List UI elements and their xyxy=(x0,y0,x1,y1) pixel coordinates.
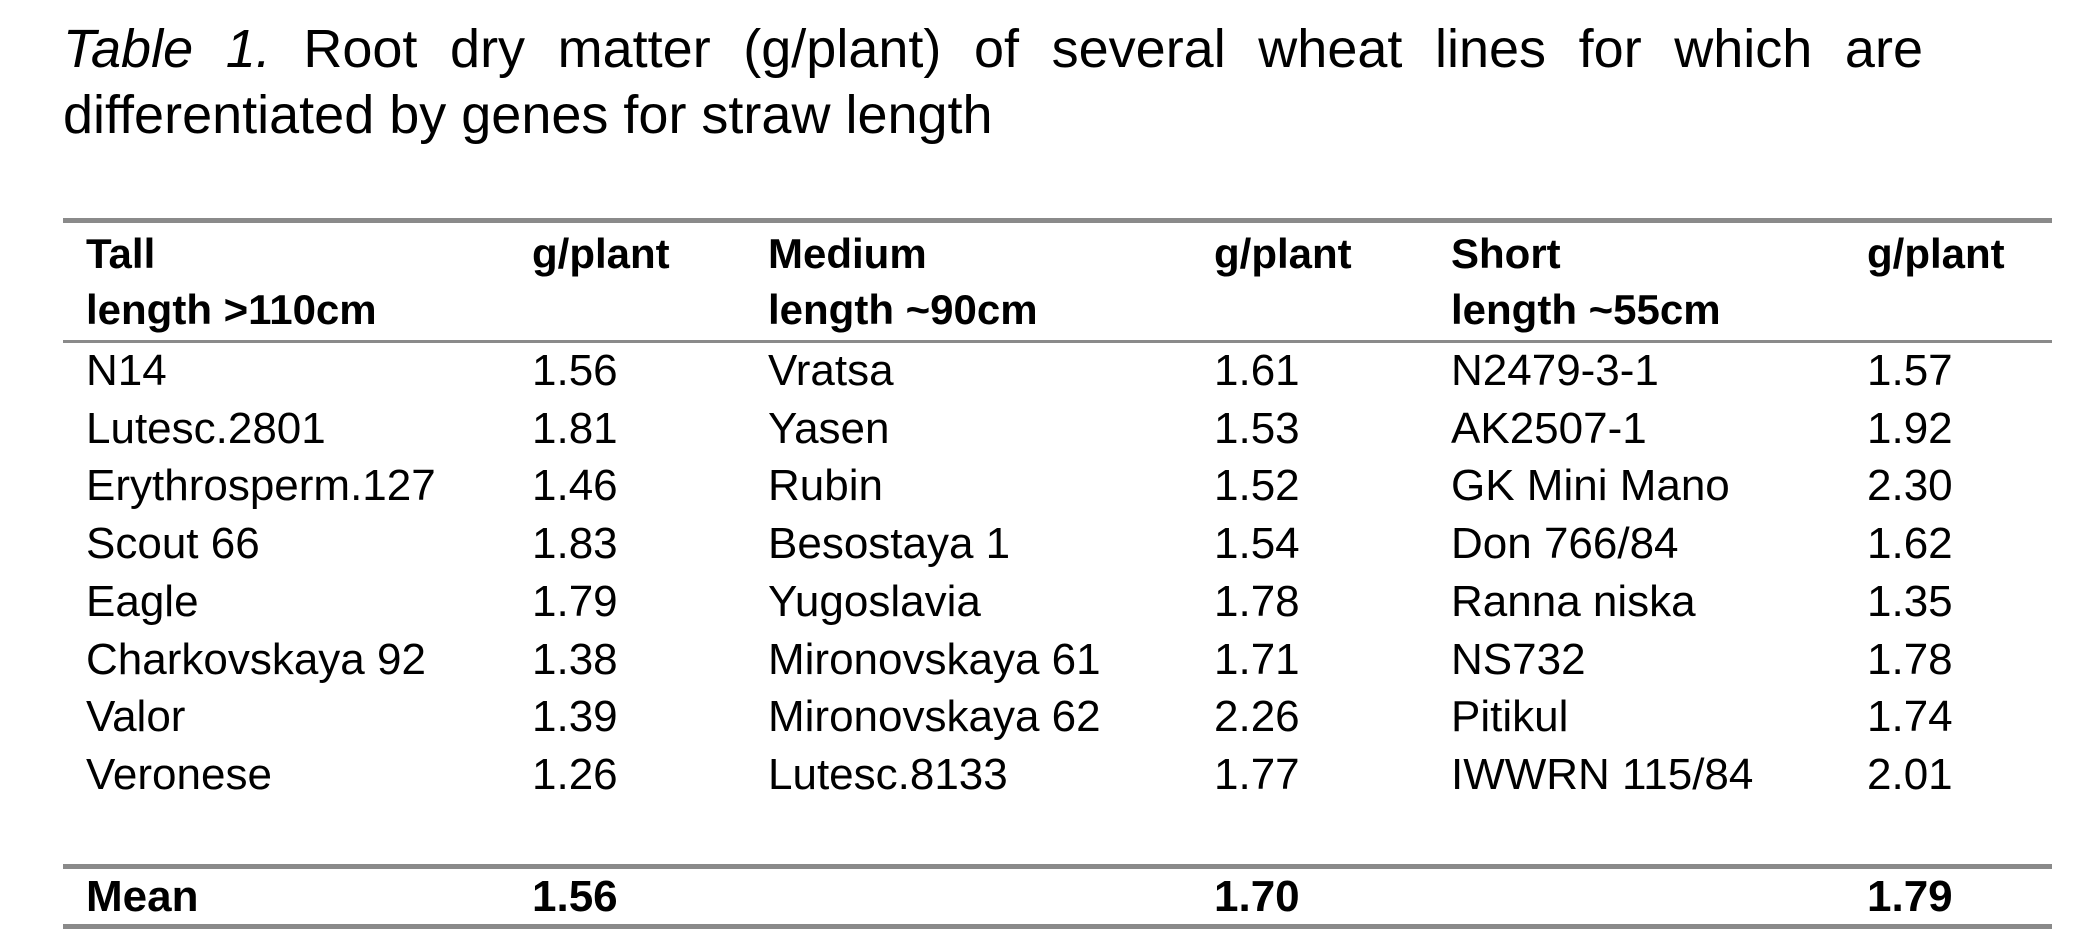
caption-text: Root dry matter (g/plant) of several whe… xyxy=(63,19,1923,145)
table-cell: 1.46 xyxy=(532,461,618,511)
header-cell: Short xyxy=(1451,230,1561,277)
table-cell: 1.54 xyxy=(1214,519,1300,569)
header-cell: g/plant xyxy=(1867,230,2005,277)
table-cell: Pitikul xyxy=(1451,692,1569,742)
table-cell: AK2507-1 xyxy=(1451,403,1647,453)
table-cell: 1.78 xyxy=(1214,576,1300,626)
table-cell: Yugoslavia xyxy=(768,576,981,626)
table-cell: 1.56 xyxy=(532,346,618,395)
table-cell: Lutesc.8133 xyxy=(768,749,1008,799)
table-cell: 2.30 xyxy=(1867,461,1953,511)
mean-cell: Mean xyxy=(86,872,199,921)
table-cell: Charkovskaya 92 xyxy=(86,634,426,684)
table-cell: Besostaya 1 xyxy=(768,519,1011,569)
mean-rule xyxy=(63,864,2052,869)
table-cell: 1.79 xyxy=(532,576,618,626)
table-cell: Erythrosperm.127 xyxy=(86,461,436,511)
bottom-rule xyxy=(63,924,2052,929)
table-cell: 1.53 xyxy=(1214,403,1300,453)
caption: Table 1. Root dry matter (g/plant) of se… xyxy=(63,16,1923,148)
table-cell: Rubin xyxy=(768,461,883,511)
table-cell: 1.61 xyxy=(1214,346,1300,395)
table-cell: 2.01 xyxy=(1867,749,1953,799)
table-cell: N14 xyxy=(86,346,167,395)
table-cell: 1.39 xyxy=(532,692,618,742)
caption-label: Table 1. xyxy=(63,19,271,79)
header-cell: g/plant xyxy=(532,230,670,277)
table-cell: 1.38 xyxy=(532,634,618,684)
mean-cell: 1.79 xyxy=(1867,872,1953,921)
table-cell: Don 766/84 xyxy=(1451,519,1679,569)
header-cell: Tall xyxy=(86,230,156,277)
table-cell: Veronese xyxy=(86,749,272,799)
table-cell: Lutesc.2801 xyxy=(86,403,326,453)
table-cell: 1.26 xyxy=(532,749,618,799)
table-cell: 1.81 xyxy=(532,403,618,453)
table-cell: 1.57 xyxy=(1867,346,1953,395)
table-cell: 1.92 xyxy=(1867,403,1953,453)
table-cell: 1.35 xyxy=(1867,576,1953,626)
table-cell: GK Mini Mano xyxy=(1451,461,1730,511)
table-cell: 2.26 xyxy=(1214,692,1300,742)
table-cell: 1.77 xyxy=(1214,749,1300,799)
table-cell: 1.83 xyxy=(532,519,618,569)
table-cell: Eagle xyxy=(86,576,199,626)
table-cell: 1.78 xyxy=(1867,634,1953,684)
table-cell: NS732 xyxy=(1451,634,1586,684)
header-cell: length ~90cm xyxy=(768,286,1038,333)
table-cell: 1.52 xyxy=(1214,461,1300,511)
mean-cell: 1.70 xyxy=(1214,872,1300,921)
header-cell: length >110cm xyxy=(86,286,377,333)
table-cell: Scout 66 xyxy=(86,519,260,569)
mean-cell: 1.56 xyxy=(532,872,618,921)
table-cell: 1.74 xyxy=(1867,692,1953,742)
table-cell: Valor xyxy=(86,692,186,742)
table-cell: Mironovskaya 62 xyxy=(768,692,1101,742)
top-rule xyxy=(63,218,2052,223)
table-cell: 1.71 xyxy=(1214,634,1300,684)
table-cell: Mironovskaya 61 xyxy=(768,634,1101,684)
table-cell: IWWRN 115/84 xyxy=(1451,749,1754,799)
table-cell: Vratsa xyxy=(768,346,894,395)
header-cell: length ~55cm xyxy=(1451,286,1721,333)
header-cell: g/plant xyxy=(1214,230,1352,277)
header-rule xyxy=(63,340,2052,343)
table-cell: N2479-3-1 xyxy=(1451,346,1659,395)
table-cell: Yasen xyxy=(768,403,890,453)
table-cell: Ranna niska xyxy=(1451,576,1696,626)
table-cell: 1.62 xyxy=(1867,519,1953,569)
header-cell: Medium xyxy=(768,230,927,277)
